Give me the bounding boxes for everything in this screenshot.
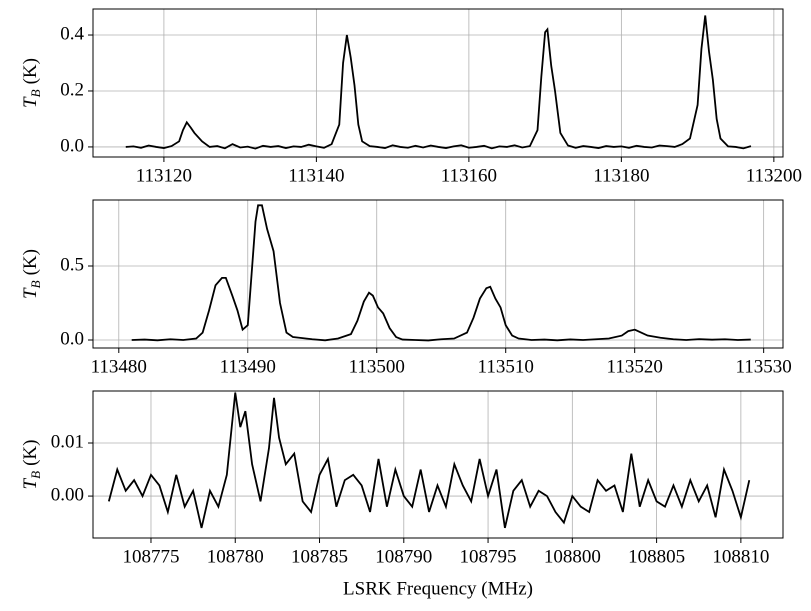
y-tick-label: 0.5 bbox=[60, 254, 84, 275]
y-label-subscript: B bbox=[28, 471, 43, 479]
x-tick-label: 113480 bbox=[91, 356, 147, 377]
y-label-unit: (K) bbox=[20, 249, 41, 275]
x-tick-label: 113200 bbox=[746, 165, 802, 186]
subplot: 113120 113140 113160 113180 113200 0.0 0.2 0.4 T… bbox=[20, 8, 802, 186]
y-label-unit: (K) bbox=[20, 440, 41, 466]
x-tick-label: 108775 bbox=[122, 546, 179, 567]
x-tick-label: 113140 bbox=[288, 165, 344, 186]
x-tick-label: 113180 bbox=[593, 165, 649, 186]
y-label-unit: (K) bbox=[20, 58, 41, 84]
subplot: 113480 113490 113500 113510 113520 113530 0.0 0… bbox=[20, 199, 792, 377]
x-tick-label: 113530 bbox=[736, 356, 792, 377]
x-axis-label: LSRK Frequency (MHz) bbox=[343, 578, 533, 599]
y-axis-label: TB (K) bbox=[20, 58, 43, 108]
y-axis-label: TB (K) bbox=[20, 249, 43, 299]
x-tick-label: 108785 bbox=[291, 546, 348, 567]
axes-frame bbox=[92, 8, 784, 158]
axes-frame bbox=[92, 199, 784, 349]
y-tick-label: 0.01 bbox=[51, 431, 84, 452]
x-tick-label: 113510 bbox=[478, 356, 534, 377]
y-label-subscript: B bbox=[28, 89, 43, 97]
axes-frame bbox=[92, 390, 784, 539]
x-tick-label: 108790 bbox=[375, 546, 432, 567]
y-axis-label: TB (K) bbox=[20, 440, 43, 490]
y-label-symbol: T bbox=[20, 477, 41, 489]
x-tick-label: 113490 bbox=[220, 356, 276, 377]
x-tick-label: 113120 bbox=[136, 165, 192, 186]
x-tick-label: 108780 bbox=[207, 546, 264, 567]
spectrum-line bbox=[107, 392, 751, 529]
x-tick-label: 113500 bbox=[349, 356, 405, 377]
spectrum-line bbox=[125, 15, 752, 150]
y-label-symbol: T bbox=[20, 287, 41, 299]
y-label-subscript: B bbox=[28, 280, 43, 288]
spectrum-line bbox=[131, 204, 751, 342]
x-tick-label: 108800 bbox=[544, 546, 601, 567]
x-tick-label: 108810 bbox=[712, 546, 769, 567]
x-tick-label: 108805 bbox=[628, 546, 685, 567]
y-tick-label: 0.4 bbox=[60, 23, 84, 44]
y-tick-label: 0.00 bbox=[51, 484, 84, 505]
y-label-symbol: T bbox=[20, 96, 41, 108]
x-tick-label: 113160 bbox=[441, 165, 497, 186]
x-tick-label: 108795 bbox=[460, 546, 517, 567]
y-tick-label: 0.0 bbox=[60, 135, 84, 156]
y-tick-label: 0.0 bbox=[60, 328, 84, 349]
x-tick-label: 113520 bbox=[607, 356, 663, 377]
subplot: 108775 108780 108785 108790 108795 108800 1088… bbox=[20, 390, 784, 599]
y-tick-label: 0.2 bbox=[60, 79, 84, 100]
